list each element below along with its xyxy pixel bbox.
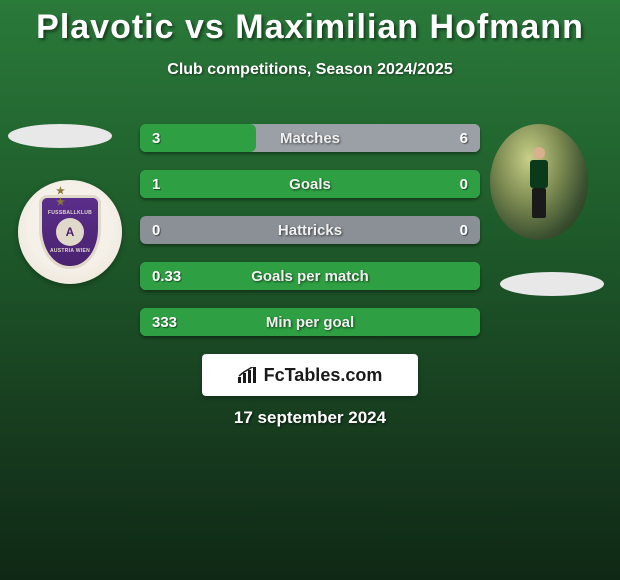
stat-label: Goals — [140, 170, 480, 198]
crest-stars-icon: ★ ★ — [56, 186, 84, 208]
stat-row: 00Hattricks — [140, 216, 480, 244]
stat-label: Hattricks — [140, 216, 480, 244]
crest-center: A — [56, 218, 84, 246]
bar-chart-icon — [238, 367, 258, 383]
crest-bottom-text: AUSTRIA WIEN — [50, 248, 90, 254]
date-text: 17 september 2024 — [0, 408, 620, 428]
branding-badge: FcTables.com — [202, 354, 418, 396]
stats-table: 663Matches 10Goals 00Hattricks 0.33Goals pe… — [140, 124, 480, 354]
stat-row: 0.33Goals per match — [140, 262, 480, 290]
page-title: Plavotic vs Maximilian Hofmann — [0, 0, 620, 47]
player-left-placeholder — [8, 124, 112, 148]
club-left-badge: ★ ★ FUSSBALLKLUB A AUSTRIA WIEN — [18, 180, 122, 284]
stat-label: Min per goal — [140, 308, 480, 336]
crest-top-text: FUSSBALLKLUB — [48, 210, 92, 216]
page-subtitle: Club competitions, Season 2024/2025 — [0, 61, 620, 79]
stat-label: Matches — [140, 124, 480, 152]
stat-label: Goals per match — [140, 262, 480, 290]
stat-row: 663Matches — [140, 124, 480, 152]
player-silhouette-icon — [519, 147, 559, 227]
stat-row: 10Goals — [140, 170, 480, 198]
club-right-placeholder — [500, 272, 604, 296]
club-crest: ★ ★ FUSSBALLKLUB A AUSTRIA WIEN — [39, 195, 101, 269]
stat-row: 333Min per goal — [140, 308, 480, 336]
player-right-photo — [490, 124, 588, 240]
branding-text: FcTables.com — [264, 365, 383, 386]
